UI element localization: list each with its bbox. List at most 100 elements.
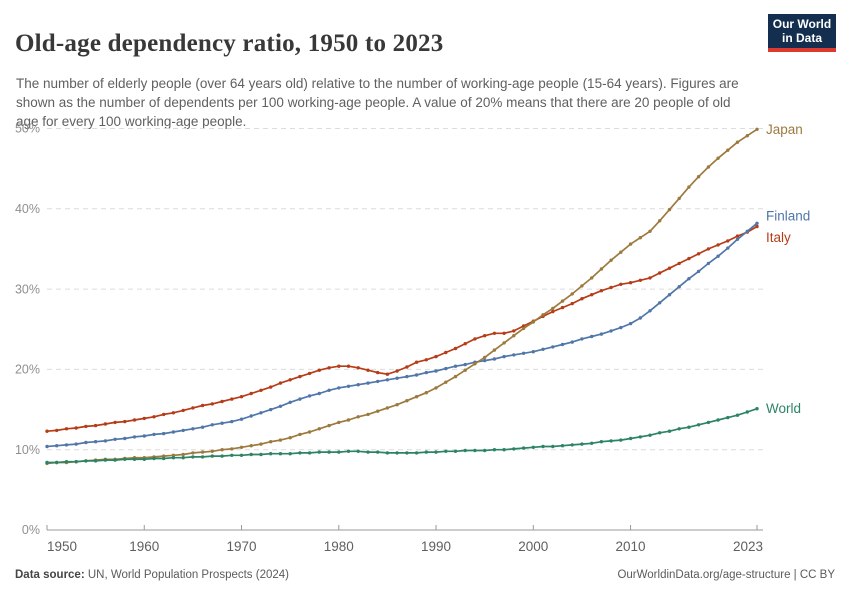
series-marker-finland xyxy=(113,437,117,441)
series-marker-finland xyxy=(220,421,224,425)
series-marker-italy xyxy=(171,411,176,415)
series-marker-finland xyxy=(483,358,487,363)
series-marker-italy xyxy=(278,381,283,385)
series-marker-japan xyxy=(220,448,224,452)
series-marker-japan xyxy=(706,165,711,169)
series-marker-finland xyxy=(453,364,458,368)
series-marker-finland xyxy=(230,419,234,424)
series-marker-italy xyxy=(667,266,672,270)
series-marker-japan xyxy=(327,423,331,428)
series-marker-finland xyxy=(307,394,312,398)
series-marker-finland xyxy=(346,384,351,388)
series-marker-finland xyxy=(376,379,380,384)
series-marker-world xyxy=(376,450,380,454)
series-marker-world xyxy=(74,460,78,464)
series-marker-japan xyxy=(181,452,185,457)
y-axis-tick-label: 10% xyxy=(15,443,40,457)
series-marker-finland xyxy=(55,444,59,448)
series-marker-japan xyxy=(638,236,642,240)
series-marker-italy xyxy=(414,360,419,364)
series-marker-finland xyxy=(658,301,662,305)
chart-title: Old-age dependency ratio, 1950 to 2023 xyxy=(15,29,444,57)
series-marker-japan xyxy=(609,258,613,262)
series-marker-italy xyxy=(716,243,720,247)
credit-link[interactable]: OurWorldinData.org/age-structure | CC BY xyxy=(617,569,835,581)
series-marker-italy xyxy=(638,278,642,282)
series-marker-finland xyxy=(74,442,78,446)
series-marker-japan xyxy=(395,403,399,407)
series-marker-finland xyxy=(706,261,711,266)
series-marker-finland xyxy=(64,443,69,447)
series-marker-finland xyxy=(609,329,613,333)
series-marker-finland xyxy=(278,404,283,408)
series-marker-world xyxy=(162,456,166,461)
series-marker-world xyxy=(142,457,146,461)
series-marker-japan xyxy=(483,355,487,360)
series-marker-italy xyxy=(259,388,263,392)
series-marker-finland xyxy=(123,436,127,441)
series-marker-japan xyxy=(463,368,467,372)
series-marker-italy xyxy=(366,368,370,372)
series-marker-world xyxy=(726,415,730,420)
series-marker-finland xyxy=(200,425,205,429)
series-marker-world xyxy=(706,420,711,425)
series-line-finland xyxy=(46,222,758,448)
series-marker-world xyxy=(269,452,273,456)
series-marker-world xyxy=(288,452,292,456)
series-marker-finland xyxy=(638,316,642,320)
series-marker-finland xyxy=(142,434,146,438)
series-marker-italy xyxy=(200,403,205,408)
series-marker-world xyxy=(200,455,205,459)
series-marker-finland xyxy=(512,353,516,357)
series-marker-world xyxy=(327,450,331,454)
series-marker-japan xyxy=(453,374,458,379)
series-marker-italy xyxy=(696,252,701,256)
series-marker-world xyxy=(181,456,185,460)
series-marker-italy xyxy=(755,224,759,229)
series-marker-italy xyxy=(687,256,691,261)
series-marker-japan xyxy=(560,299,565,303)
series-marker-world xyxy=(152,456,156,461)
series-marker-world xyxy=(64,460,69,464)
series-marker-japan xyxy=(590,276,594,280)
series-marker-japan xyxy=(628,242,633,246)
series-marker-japan xyxy=(337,420,341,425)
series-marker-world xyxy=(716,418,720,422)
series-marker-italy xyxy=(492,331,497,335)
series-marker-italy xyxy=(298,374,302,379)
owid-logo[interactable]: Our World in Data xyxy=(768,14,836,52)
data-source-label: Data source: xyxy=(15,569,85,581)
series-marker-italy xyxy=(570,301,574,306)
series-marker-finland xyxy=(356,383,360,387)
series-marker-japan xyxy=(356,415,360,419)
series-marker-world xyxy=(521,446,526,450)
series-marker-japan xyxy=(570,292,574,296)
series-marker-japan xyxy=(735,140,740,144)
series-marker-world xyxy=(346,449,351,453)
series-marker-japan xyxy=(298,432,302,437)
series-marker-finland xyxy=(162,431,166,436)
series-marker-japan xyxy=(745,134,749,138)
series-marker-japan xyxy=(473,362,477,366)
series-marker-italy xyxy=(405,365,409,369)
series-marker-finland xyxy=(171,430,176,434)
series-marker-japan xyxy=(677,196,681,201)
series-marker-finland xyxy=(424,370,428,375)
series-marker-japan xyxy=(580,284,584,288)
series-marker-finland xyxy=(541,347,545,351)
series-marker-world xyxy=(298,451,302,455)
series-marker-italy xyxy=(599,289,604,293)
series-marker-japan xyxy=(648,229,652,233)
series-marker-world xyxy=(171,456,176,460)
series-marker-japan xyxy=(492,348,497,352)
series-marker-italy xyxy=(288,378,292,382)
x-axis-tick-label: 2023 xyxy=(733,539,763,554)
y-axis-tick-label: 30% xyxy=(15,282,40,296)
series-marker-world xyxy=(541,444,545,449)
series-marker-italy xyxy=(249,391,253,396)
series-marker-finland xyxy=(45,444,49,449)
series-marker-world xyxy=(570,443,574,447)
series-marker-italy xyxy=(191,406,195,410)
series-marker-finland xyxy=(239,417,244,421)
x-axis-tick-label: 1960 xyxy=(129,539,159,554)
